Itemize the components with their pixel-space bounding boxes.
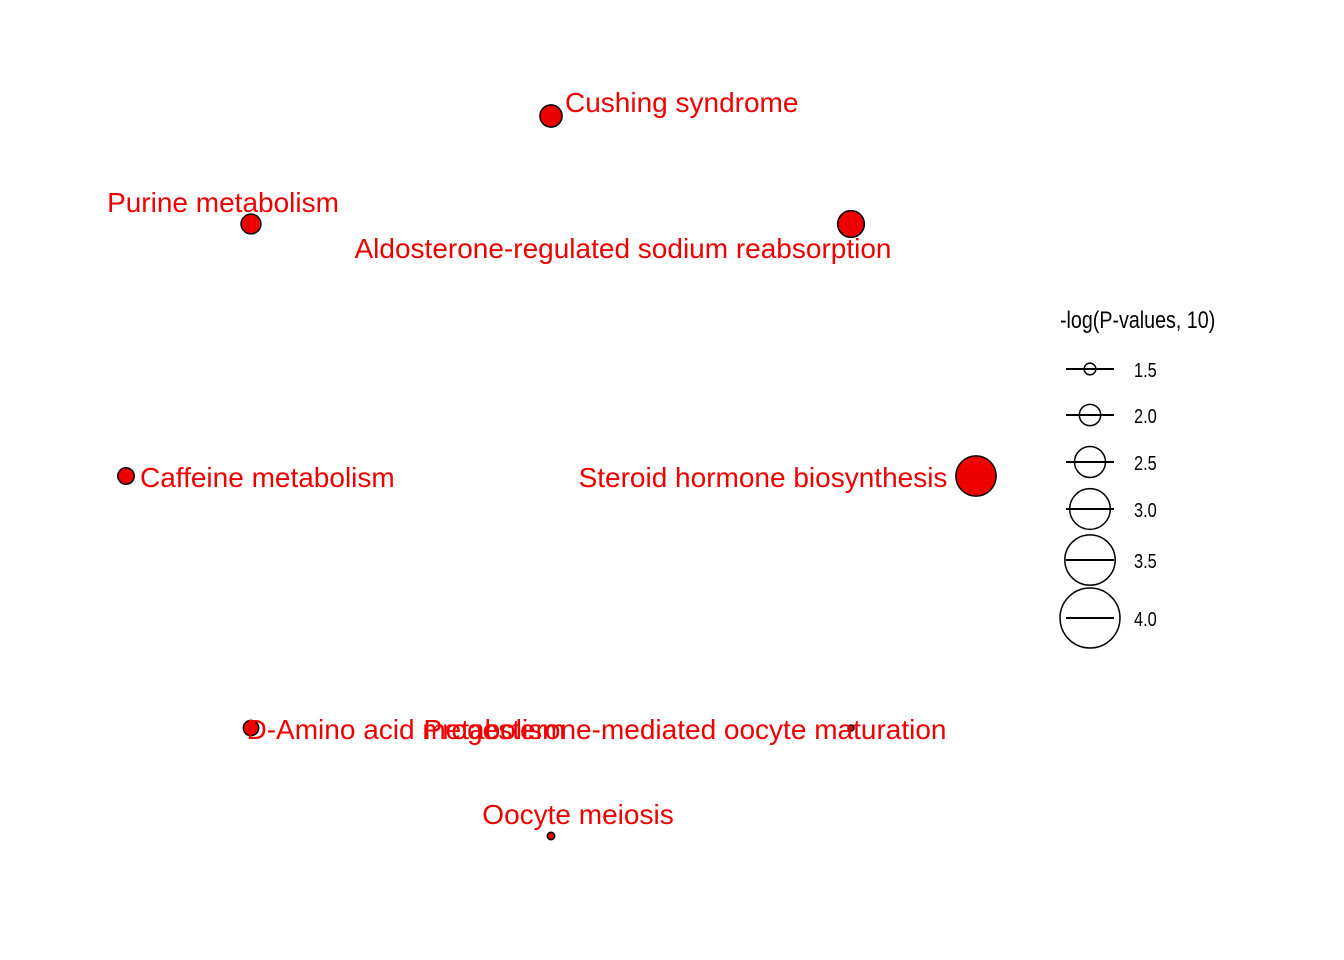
- label-d-amino-acid-metabolism: D-Amino acid metabolism: [247, 714, 566, 745]
- legend-label-1: 2.0: [1134, 404, 1157, 427]
- legend-title: -log(P-values, 10): [1060, 306, 1215, 333]
- legend-symbol-5: [1059, 587, 1121, 649]
- legend-label-3: 3.0: [1134, 498, 1157, 521]
- node-steroid-hormone-biosynthesis: [955, 455, 997, 497]
- legend-symbol-1: [1078, 403, 1102, 427]
- node-oocyte-meiosis: [546, 831, 556, 841]
- node-aldosterone-regulated-sodium-reabsorption: [836, 209, 866, 239]
- nodes-layer: [117, 104, 997, 841]
- legend: -log(P-values, 10) 1.5 2.0 2.5 3.0 3.5 4.0: [1059, 306, 1215, 649]
- legend-label-0: 1.5: [1134, 358, 1157, 381]
- label-aldosterone-regulated-sodium-reabsorption: Aldosterone-regulated sodium reabsorptio…: [355, 233, 892, 264]
- label-cushing-syndrome: Cushing syndrome: [565, 87, 798, 118]
- legend-label-4: 3.5: [1134, 549, 1157, 572]
- legend-symbol-3: [1068, 487, 1112, 531]
- node-progesterone-mediated-oocyte-maturation: [847, 724, 855, 732]
- legend-symbol-2: [1073, 445, 1107, 479]
- node-purine-metabolism: [240, 213, 262, 235]
- labels-layer: Cushing syndrome Purine metabolism Aldoste…: [107, 87, 947, 830]
- label-steroid-hormone-biosynthesis: Steroid hormone biosynthesis: [579, 462, 948, 493]
- node-cushing-syndrome: [539, 104, 563, 128]
- label-progesterone-mediated-oocyte-maturation: Progesterone-mediated oocyte maturation: [424, 714, 947, 745]
- node-d-amino-acid-metabolism: [242, 719, 260, 737]
- label-caffeine-metabolism: Caffeine metabolism: [140, 462, 395, 493]
- legend-symbol-4: [1064, 534, 1116, 586]
- label-oocyte-meiosis: Oocyte meiosis: [482, 799, 673, 830]
- label-purine-metabolism: Purine metabolism: [107, 187, 339, 218]
- legend-symbol-0: [1083, 362, 1097, 376]
- legend-label-2: 2.5: [1134, 451, 1157, 474]
- legend-label-5: 4.0: [1134, 607, 1157, 630]
- node-caffeine-metabolism: [117, 467, 135, 485]
